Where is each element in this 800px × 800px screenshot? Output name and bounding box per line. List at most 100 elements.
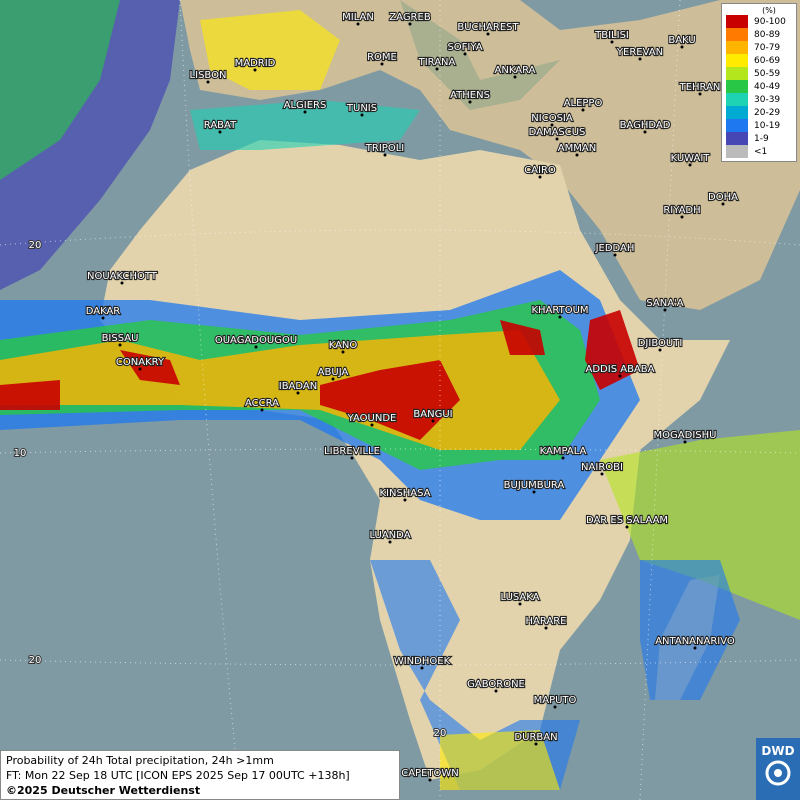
legend-swatch — [726, 119, 748, 132]
city-label: TIRANA — [418, 57, 456, 68]
city-dot — [658, 348, 662, 352]
precip-band — [190, 100, 420, 150]
logo-text: DWD — [761, 744, 795, 758]
legend-swatch — [726, 28, 748, 41]
city-label: DAR ES SALAAM — [586, 515, 668, 526]
city-label: LUSAKA — [501, 592, 540, 603]
city-label: BUCHAREST — [457, 22, 519, 33]
land-north — [180, 0, 800, 310]
labels: MILAN ZAGREB BUCHAREST TBILISI BAKU SOFIYA MAD… — [13, 11, 739, 782]
city-dot — [463, 52, 467, 56]
city-label: DOHA — [708, 192, 738, 203]
city-label: ANTANANARIVO — [655, 636, 735, 647]
city-dot — [550, 123, 554, 127]
city-dot — [555, 137, 559, 141]
city-label: ZAGREB — [389, 12, 431, 23]
city-label: BISSAU — [102, 333, 139, 344]
city-dot — [435, 67, 439, 71]
legend-entry: 30-39 — [726, 93, 792, 106]
city-label: ALEPPO — [564, 98, 603, 109]
city-label: KHARTOUM — [531, 305, 588, 316]
city-dot — [486, 32, 490, 36]
legend-entry: 10-19 — [726, 119, 792, 132]
grid-label: 20 — [29, 240, 42, 251]
legend-swatch — [726, 93, 748, 106]
city-dot — [575, 153, 579, 157]
grid-label: 20 — [434, 728, 447, 739]
city-dot — [721, 202, 725, 206]
city-dot — [341, 350, 345, 354]
city-dot — [534, 742, 538, 746]
legend-rows: 90-100 80-89 70-79 60-69 50-59 40-49 30-39 20-2… — [726, 15, 792, 158]
legend-label: 20-29 — [754, 107, 781, 118]
city-label: DAMASCUS — [529, 127, 586, 138]
legend-label: 80-89 — [754, 29, 781, 40]
city-dot — [513, 75, 517, 79]
city-dot — [538, 175, 542, 179]
legend-label: 30-39 — [754, 94, 781, 105]
legend-entry: 50-59 — [726, 67, 792, 80]
city-dot — [356, 22, 360, 26]
city-dot — [120, 281, 124, 285]
city-dot — [254, 345, 258, 349]
city-dot — [403, 498, 407, 502]
city-label: KINSHASA — [379, 488, 430, 499]
city-dot — [558, 315, 562, 319]
city-dot — [296, 391, 300, 395]
city-dot — [553, 705, 557, 709]
city-dot — [680, 45, 684, 49]
city-dot — [420, 666, 424, 670]
precip-band — [640, 560, 740, 700]
city-dot — [380, 62, 384, 66]
city-dot — [138, 367, 142, 371]
legend-swatch — [726, 132, 748, 145]
legend-label: 50-59 — [754, 68, 781, 79]
city-label: NAIROBI — [581, 462, 623, 473]
legend-entry: 1-9 — [726, 132, 792, 145]
city-dot — [518, 602, 522, 606]
footer: Probability of 24h Total precipitation, … — [0, 750, 400, 800]
precip-band — [0, 0, 120, 180]
city-dot — [260, 408, 264, 412]
city-dot — [613, 253, 617, 257]
legend-swatch — [726, 106, 748, 119]
city-dot — [253, 68, 257, 72]
legend-label: 40-49 — [754, 81, 781, 92]
precip-band — [440, 730, 560, 790]
city-label: AMMAN — [558, 143, 596, 154]
city-dot — [618, 374, 622, 378]
city-dot — [625, 525, 629, 529]
city-dot — [638, 57, 642, 61]
city-label: JEDDAH — [595, 243, 635, 254]
city-label: ANKARA — [495, 65, 536, 76]
city-label: DJIBOUTI — [638, 338, 683, 349]
legend-entry: 90-100 — [726, 15, 792, 28]
city-label: BAGHDAD — [620, 120, 671, 131]
city-label: TUNIS — [346, 103, 377, 114]
city-label: KANO — [329, 340, 358, 351]
city-label: BAKU — [668, 35, 695, 46]
city-label: BANGUI — [413, 409, 452, 420]
city-dot — [118, 343, 122, 347]
legend-label: 70-79 — [754, 42, 781, 53]
city-label: ADDIS ABABA — [586, 364, 655, 375]
city-dot — [643, 130, 647, 134]
city-dot — [561, 456, 565, 460]
city-label: SOFIYA — [447, 42, 482, 53]
city-dot — [683, 440, 687, 444]
grid-label: 20 — [29, 655, 42, 666]
city-dot — [360, 113, 364, 117]
city-dot — [370, 423, 374, 427]
logo: DWD — [756, 738, 800, 800]
legend-entry: 40-49 — [726, 80, 792, 93]
city-dot — [544, 626, 548, 630]
city-dot — [350, 456, 354, 460]
city-dot — [431, 419, 435, 423]
city-label: ROME — [367, 52, 397, 63]
legend-entry: 70-79 — [726, 41, 792, 54]
legend-title: (%) — [762, 6, 776, 15]
city-label: HARARE — [525, 616, 566, 627]
legend-label: <1 — [754, 146, 768, 157]
city-label: SANA'A — [646, 298, 683, 309]
